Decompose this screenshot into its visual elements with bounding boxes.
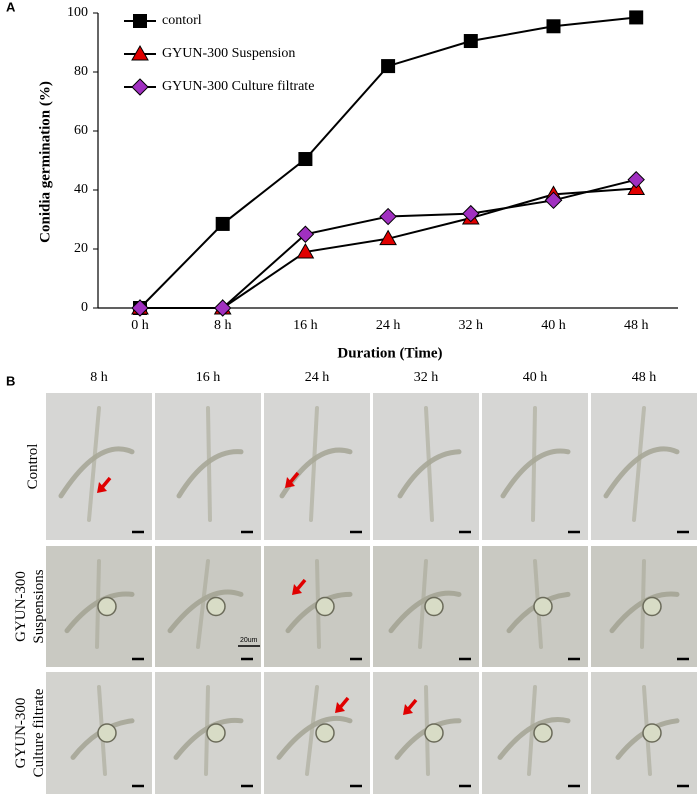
point: [463, 34, 478, 49]
x-tick-label: 24 h: [376, 318, 401, 333]
x-tick-label: 16 h: [293, 318, 318, 333]
hypha: [167, 589, 244, 634]
hypha: [196, 559, 210, 649]
arrow-head: [403, 704, 413, 715]
hypha: [206, 406, 212, 522]
cell: [315, 596, 335, 617]
hypha: [603, 446, 680, 499]
column-header: 16 h: [196, 370, 221, 385]
column-header: 40 h: [523, 370, 548, 385]
hypha: [527, 685, 537, 776]
hypha: [632, 406, 646, 522]
point: [379, 207, 397, 226]
y-tick-label: 0: [81, 300, 88, 315]
hypha: [87, 406, 101, 522]
row-label-line: Culture filtrate: [31, 688, 47, 777]
x-tick-label: 32 h: [459, 318, 484, 333]
arrow-head: [292, 584, 302, 595]
arrow-head: [97, 482, 107, 493]
point: [215, 216, 230, 231]
legend-label: GYUN-300 Culture filtrate: [162, 79, 314, 94]
series-line: [140, 187, 637, 309]
cell: [206, 723, 226, 743]
y-tick-label: 20: [74, 241, 88, 256]
point: [379, 229, 397, 246]
point: [296, 225, 315, 243]
hypha: [418, 559, 428, 649]
hypha: [531, 406, 537, 522]
cell: [533, 596, 553, 617]
x-tick-label: 0 h: [131, 318, 149, 333]
hypha: [388, 590, 462, 634]
x-tick-label: 48 h: [624, 318, 649, 333]
y-tick-label: 60: [74, 123, 88, 138]
hypha: [276, 715, 353, 760]
x-axis-label: Duration (Time): [337, 345, 442, 361]
point: [462, 204, 480, 223]
point: [131, 299, 149, 317]
hypha: [424, 406, 434, 522]
row-label-line: Suspensions: [31, 569, 47, 643]
scale-label: 20um: [240, 637, 258, 644]
cell: [424, 723, 444, 743]
legend-marker: [131, 78, 149, 96]
row-label-line: GYUN-300: [13, 571, 29, 642]
column-header: 8 h: [90, 370, 108, 385]
arrow-head: [285, 477, 295, 488]
row-label-line: Control: [25, 444, 41, 490]
column-header: 48 h: [632, 370, 657, 385]
point: [627, 170, 645, 189]
row-label: GYUN-300 Suspensions: [13, 569, 47, 643]
legend-label: contorl: [162, 13, 202, 28]
cell: [97, 596, 117, 617]
row-label: Control: [25, 444, 41, 490]
cell: [97, 723, 117, 743]
y-tick-label: 80: [74, 64, 88, 79]
column-header: 32 h: [414, 370, 439, 385]
column-header: 24 h: [305, 370, 330, 385]
point: [298, 152, 313, 167]
cell: [424, 596, 444, 617]
hypha: [309, 406, 319, 522]
hypha: [58, 446, 135, 499]
hypha: [497, 717, 571, 760]
cell: [533, 723, 553, 743]
legend-label: GYUN-300 Suspension: [162, 46, 295, 61]
legend-marker: [131, 44, 149, 61]
point: [546, 19, 561, 34]
cell: [315, 723, 335, 743]
cell: [642, 723, 662, 743]
row-label: GYUN-300 Culture filtrate: [13, 688, 47, 777]
point: [296, 242, 315, 259]
y-tick-label: 100: [67, 5, 88, 20]
y-axis-label: Conidia germination (%): [37, 81, 53, 243]
x-tick-label: 8 h: [214, 318, 232, 333]
point: [381, 59, 396, 74]
x-tick-label: 40 h: [541, 318, 566, 333]
point: [629, 10, 644, 25]
y-tick-label: 40: [74, 182, 88, 197]
point: [213, 299, 232, 317]
panel-label: A: [6, 0, 16, 14]
cell: [642, 596, 662, 617]
hypha: [305, 685, 319, 776]
point: [544, 191, 563, 210]
panel-label: B: [6, 373, 15, 388]
row-label-line: GYUN-300: [13, 698, 29, 769]
legend-marker: [133, 14, 147, 28]
cell: [206, 596, 226, 617]
arrow-head: [335, 702, 345, 713]
